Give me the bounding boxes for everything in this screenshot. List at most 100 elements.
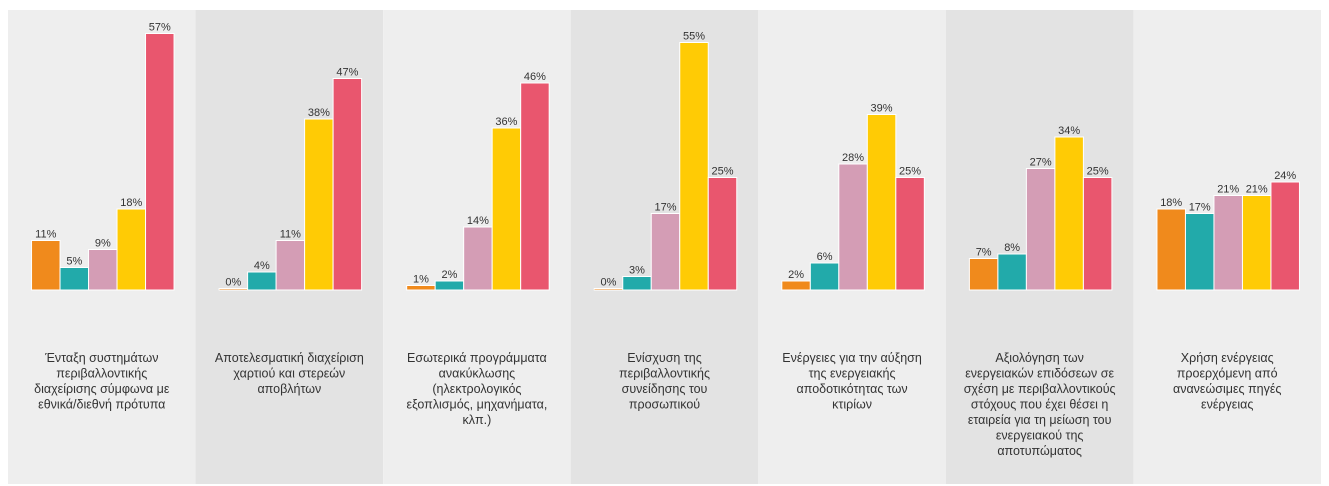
bar: [463, 226, 493, 291]
category-label-line: κτιρίων: [832, 398, 872, 412]
category-label-line: ανακύκλωσης: [439, 367, 516, 381]
bar: [1156, 208, 1186, 291]
category-label: Ένταξη συστημάτων περιβαλλοντικής διαχείρι…: [34, 351, 170, 412]
value-label: 5%: [66, 256, 82, 268]
category-label-line: Ενέργειες για την αύξηση: [782, 351, 922, 365]
bar: [809, 262, 840, 291]
bar: [895, 177, 925, 291]
category-label-line: σχέση με περιβαλλοντικούς: [964, 382, 1116, 396]
value-label: 18%: [120, 197, 142, 209]
category-label-line: ενεργειακών επιδόσεων σε: [965, 367, 1114, 381]
bars: [31, 33, 1300, 291]
value-label: 36%: [495, 116, 517, 128]
value-label: 0%: [225, 277, 241, 289]
category-labels: Ένταξη συστημάτων περιβαλλοντικής διαχείρι…: [34, 351, 1281, 458]
bar: [88, 249, 118, 291]
bar: [491, 127, 522, 291]
value-label: 57%: [149, 22, 171, 34]
value-label: 14%: [467, 215, 489, 227]
bar: [1241, 195, 1272, 291]
value-label: 34%: [1058, 125, 1080, 137]
bar: [866, 114, 897, 291]
value-label: 38%: [308, 107, 330, 119]
category-label: Ενέργειες για την αύξηση της ενεργειακής α…: [782, 351, 922, 412]
value-label: 8%: [1004, 242, 1020, 254]
bar: [1025, 168, 1056, 291]
category-label-line: στόχους που έχει θέσει η: [971, 398, 1109, 412]
bar: [332, 78, 363, 291]
bar: [1082, 177, 1113, 291]
bar: [679, 42, 709, 291]
value-label: 0%: [601, 277, 617, 289]
category-label-line: χαρτιού και στερεών: [233, 367, 345, 381]
value-label: 25%: [899, 166, 921, 178]
value-label: 21%: [1217, 184, 1239, 196]
category-label-line: κλπ.): [463, 413, 492, 427]
bar: [707, 177, 738, 291]
category-label: Ενίσχυση της περιβαλλοντικής συνείδησης το…: [619, 351, 710, 412]
category-label-line: προερχόμενη από: [1177, 367, 1278, 381]
value-label: 39%: [871, 103, 893, 115]
value-label: 28%: [842, 152, 864, 164]
bar: [968, 258, 999, 291]
category-label-line: αποτυπώματος: [997, 444, 1082, 458]
category-label-line: (ηλεκτρολογικός: [432, 382, 521, 396]
value-label: 11%: [280, 229, 301, 241]
category-label-line: εξοπλισμός, μηχανήματα,: [407, 398, 548, 412]
category-label: Εσωτερικά προγράμματα ανακύκλωσης (ηλεκτρο…: [407, 351, 548, 427]
value-label: 25%: [1087, 166, 1109, 178]
bar: [218, 288, 249, 291]
category-label: Χρήση ενέργειας προερχόμενη από ανανεώσιμε…: [1173, 351, 1281, 412]
value-label: 3%: [629, 265, 645, 277]
category-label-line: συνείδησης του: [622, 382, 708, 396]
category-label-line: εταιρεία για τη μείωση του: [968, 413, 1112, 427]
category-label: Αποτελεσματική διαχείριση χαρτιού και στε…: [215, 351, 364, 396]
value-label: 47%: [336, 67, 358, 79]
bar: [1213, 195, 1243, 291]
category-label-line: της ενεργειακής: [809, 367, 896, 381]
category-label-line: ενέργειας: [1201, 398, 1253, 412]
category-label-line: Χρήση ενέργειας: [1181, 351, 1274, 365]
bar: [434, 280, 465, 291]
bar: [997, 253, 1027, 291]
value-label: 2%: [441, 269, 457, 281]
bar: [31, 240, 61, 291]
bar: [520, 82, 550, 291]
value-label: 6%: [817, 251, 833, 263]
value-label: 4%: [254, 260, 270, 272]
bar: [145, 33, 175, 291]
category-label-line: περιβαλλοντικής: [619, 367, 710, 381]
bar: [59, 267, 90, 291]
category-label-line: Ένταξη συστημάτων: [44, 351, 158, 365]
bar: [304, 118, 334, 291]
bar: [1054, 136, 1084, 291]
category-label-line: Εσωτερικά προγράμματα: [407, 351, 547, 365]
value-label: 18%: [1160, 197, 1182, 209]
value-label: 24%: [1274, 170, 1296, 182]
bar: [781, 280, 811, 291]
bar: [116, 208, 147, 291]
bar: [247, 271, 277, 291]
category-label-line: περιβαλλοντικής: [56, 367, 147, 381]
bar: [838, 163, 868, 291]
value-label: 25%: [711, 166, 733, 178]
category-label-line: προσωπικού: [629, 398, 700, 412]
value-label: 27%: [1030, 157, 1052, 169]
value-labels: 11% 5% 9% 18% 57% 0% 4% 11% 38% 47% 1% 2% 14% 36% 46% 0…: [35, 22, 1296, 289]
bar: [622, 276, 652, 291]
category-label-line: Ενίσχυση της: [627, 351, 702, 365]
value-label: 2%: [788, 269, 804, 281]
category-label-line: Αξιολόγηση των: [995, 351, 1084, 365]
bar: [406, 285, 436, 291]
category-label-line: ανανεώσιμες πηγές: [1173, 382, 1281, 396]
value-label: 55%: [683, 31, 705, 43]
value-label: 1%: [413, 274, 429, 286]
category-label-line: διαχείρισης σύμφωνα με: [34, 382, 170, 396]
value-label: 46%: [524, 71, 546, 83]
value-label: 17%: [654, 202, 676, 214]
value-label: 17%: [1189, 202, 1211, 214]
value-label: 7%: [976, 247, 992, 259]
bar: [1270, 181, 1300, 291]
bar: [275, 240, 306, 291]
